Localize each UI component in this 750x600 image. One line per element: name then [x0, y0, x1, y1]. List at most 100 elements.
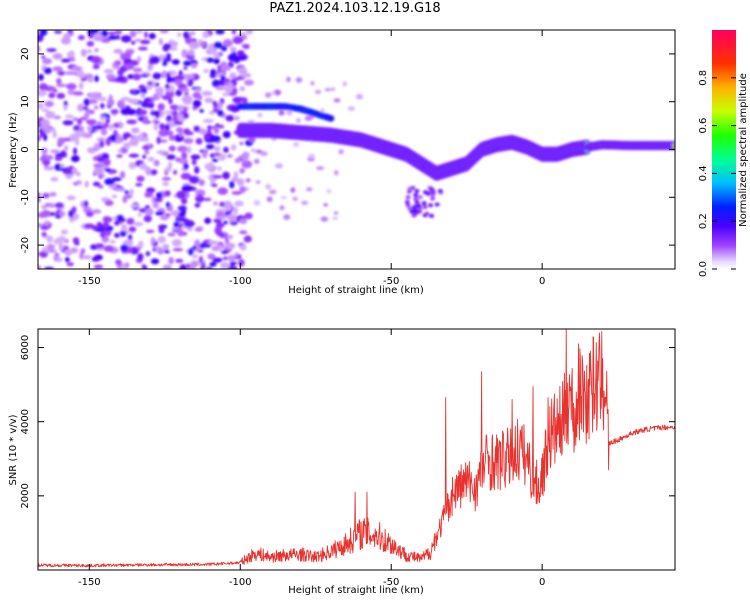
noise-blob	[57, 236, 66, 243]
noise-blob	[118, 100, 125, 108]
noise-blob	[316, 166, 324, 171]
snr-x-tick-label: -150	[78, 577, 101, 588]
noise-blob	[80, 77, 86, 82]
noise-blob	[220, 250, 229, 254]
noise-blob	[85, 119, 94, 123]
noise-blob	[86, 49, 93, 54]
noise-blob	[136, 175, 145, 182]
noise-blob	[155, 86, 165, 95]
noise-blob	[255, 149, 263, 154]
noise-blob	[431, 190, 437, 195]
noise-blob	[54, 155, 63, 161]
noise-blob	[413, 192, 419, 197]
noise-blob	[286, 76, 291, 83]
noise-blob	[165, 201, 171, 208]
noise-blob	[137, 46, 148, 51]
noise-blob	[295, 77, 303, 83]
noise-blob	[421, 201, 427, 206]
noise-blob	[225, 114, 235, 122]
noise-blob	[151, 196, 157, 204]
noise-blob	[84, 200, 89, 207]
noise-blob	[39, 156, 48, 162]
noise-blob	[213, 102, 218, 109]
noise-blob	[38, 135, 41, 142]
noise-blob	[156, 136, 162, 145]
noise-blob	[338, 149, 344, 155]
noise-blob	[178, 131, 184, 138]
noise-blob	[138, 240, 144, 245]
noise-blob	[301, 200, 309, 206]
noise-blob	[166, 75, 172, 84]
noise-blob	[150, 236, 156, 245]
colorbar: 0.0 0.2 0.4 0.6 0.8 Normalized spectral ampl…	[698, 30, 749, 277]
snr-line	[38, 329, 675, 568]
noise-blob	[185, 263, 191, 269]
noise-blob	[187, 49, 195, 56]
noise-blob	[430, 196, 436, 201]
noise-blob	[232, 77, 242, 81]
noise-blob	[66, 195, 76, 201]
spectrogram-y-ticks: -20 -10 0 10 20	[20, 48, 675, 253]
noise-blob	[115, 259, 122, 266]
spectrogram-y-tick-label: 0	[20, 146, 31, 152]
noise-blob	[149, 56, 161, 64]
noise-blob	[198, 256, 203, 264]
noise-blob	[233, 171, 239, 179]
noise-blob	[111, 194, 118, 199]
noise-blob	[306, 187, 313, 192]
noise-blob	[52, 89, 58, 93]
noise-blob	[46, 48, 57, 52]
noise-blob	[38, 45, 41, 53]
noise-blob	[136, 56, 142, 63]
noise-blob	[161, 95, 171, 100]
noise-blob	[143, 265, 148, 269]
noise-blob	[209, 110, 215, 115]
noise-blob	[176, 145, 188, 153]
noise-blob	[87, 92, 97, 99]
noise-blob	[142, 137, 150, 142]
noise-blob	[434, 202, 440, 207]
noise-blob	[137, 212, 142, 217]
noise-blob	[239, 186, 246, 194]
noise-blob	[52, 66, 63, 72]
noise-blob	[211, 158, 219, 163]
noise-blob	[138, 208, 145, 212]
noise-blob	[215, 30, 225, 35]
noise-blob	[162, 181, 170, 187]
noise-blob	[114, 187, 126, 192]
noise-blob	[119, 230, 127, 237]
noise-blob	[413, 208, 419, 213]
noise-blob	[129, 138, 139, 147]
snr-x-tick-label: -50	[383, 577, 399, 588]
noise-blob	[143, 215, 152, 223]
noise-blob	[236, 178, 245, 187]
noise-blob	[238, 230, 248, 235]
noise-blob	[227, 254, 236, 262]
noise-blob	[255, 180, 261, 184]
noise-blob	[220, 261, 230, 269]
colorbar-ticks: 0.0 0.2 0.4 0.6 0.8	[698, 70, 736, 277]
noise-blob	[199, 108, 204, 113]
noise-blob	[119, 52, 126, 57]
noise-blob	[199, 42, 206, 47]
noise-blob	[97, 96, 107, 102]
noise-blob	[155, 192, 163, 199]
noise-blob	[211, 79, 221, 88]
noise-blob	[181, 151, 188, 160]
noise-blob	[414, 188, 420, 193]
noise-blob	[308, 153, 316, 159]
colorbar-label: Normalized spectral amplitude	[738, 73, 749, 227]
noise-blob	[59, 210, 66, 217]
noise-blob	[172, 170, 178, 175]
spectrogram-y-tick-label: -20	[20, 237, 31, 253]
noise-blob	[72, 117, 78, 122]
noise-blob	[134, 38, 142, 43]
noise-blob	[411, 213, 417, 218]
noise-blob	[110, 134, 117, 142]
noise-blob	[144, 168, 154, 176]
noise-blob	[39, 30, 48, 36]
noise-blob	[120, 35, 132, 43]
noise-blob	[76, 171, 81, 177]
noise-blob	[204, 119, 213, 123]
noise-blob	[162, 57, 172, 63]
